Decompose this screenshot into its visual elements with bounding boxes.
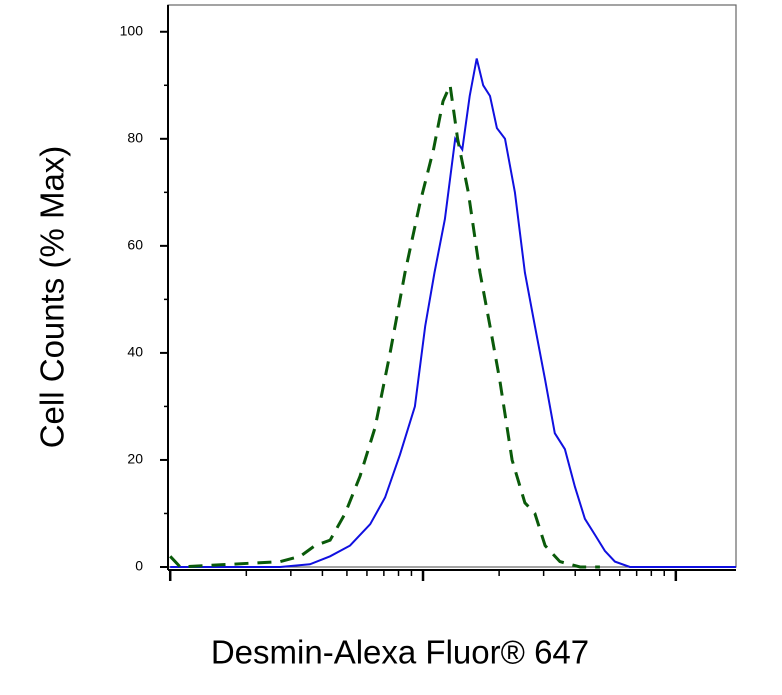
y-tick-label: 60 — [127, 237, 143, 253]
y-tick-label: 80 — [127, 130, 143, 146]
y-tick-label: 100 — [120, 22, 144, 38]
y-tick-label: 0 — [135, 558, 143, 574]
histogram-line — [170, 58, 736, 568]
y-tick-label: 40 — [127, 344, 143, 360]
x-axis-label: Desmin-Alexa Fluor® 647 — [211, 634, 589, 671]
y-tick-label: 20 — [127, 451, 143, 467]
histogram-line — [169, 79, 600, 569]
y-axis-label: Cell Counts (% Max) — [34, 146, 71, 449]
